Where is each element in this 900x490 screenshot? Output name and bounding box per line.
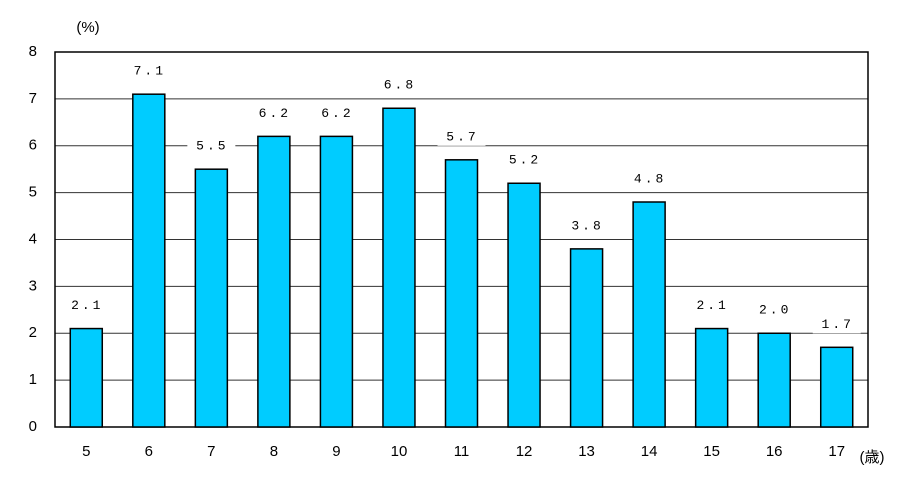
- x-tick-label: 17: [828, 443, 845, 460]
- x-tick-label: 13: [578, 443, 595, 460]
- x-tick-label: 16: [766, 443, 783, 460]
- y-tick-label: 3: [29, 277, 37, 294]
- bar: [132, 93, 166, 428]
- bar: [632, 201, 666, 428]
- bar: [382, 107, 416, 428]
- bar: [257, 135, 291, 428]
- value-label-bg: [687, 296, 736, 315]
- value-label-bg: [750, 301, 799, 320]
- y-tick-label: 0: [29, 418, 37, 435]
- value-label-bg: [249, 104, 298, 123]
- x-tick-label: 9: [332, 443, 340, 460]
- y-tick-label: 6: [29, 137, 37, 154]
- bar: [507, 182, 541, 428]
- value-label: 2.1: [696, 298, 728, 313]
- value-label-bg: [312, 104, 361, 123]
- value-label-bg: [562, 216, 611, 235]
- x-tick-label: 7: [207, 443, 215, 460]
- y-tick-label: 1: [29, 371, 37, 388]
- value-label-bg: [374, 76, 423, 95]
- value-label-bg: [437, 127, 486, 146]
- x-tick-label: 6: [145, 443, 153, 460]
- value-label: 1.7: [822, 317, 854, 332]
- value-label: 6.2: [321, 106, 353, 121]
- y-tick-label: 4: [29, 230, 37, 247]
- value-label: 7.1: [134, 64, 166, 79]
- value-label-bg: [812, 315, 861, 334]
- value-label: 3.8: [571, 218, 603, 233]
- value-label: 2.0: [759, 303, 791, 318]
- bar: [194, 168, 229, 428]
- y-tick-label: 5: [29, 184, 37, 201]
- x-unit: (歳): [860, 449, 885, 466]
- value-label-bg: [500, 151, 549, 170]
- bar: [69, 327, 104, 428]
- value-label-bg: [187, 137, 236, 156]
- value-label: 6.2: [259, 106, 291, 121]
- bar: [694, 327, 729, 428]
- value-label-bg: [124, 62, 173, 81]
- x-tick-label: 15: [703, 443, 720, 460]
- value-label-bg: [62, 296, 111, 315]
- x-tick-label: 8: [270, 443, 278, 460]
- value-label-bg: [625, 170, 674, 188]
- x-tick-label: 14: [641, 443, 658, 460]
- x-tick-label: 5: [82, 443, 90, 460]
- value-label: 2.1: [71, 298, 103, 313]
- value-label: 6.8: [384, 78, 416, 93]
- bar: [757, 332, 791, 428]
- x-tick-label: 12: [516, 443, 533, 460]
- value-label: 5.5: [196, 139, 228, 154]
- bar: [444, 159, 479, 428]
- bar: [569, 248, 604, 428]
- y-tick-label: 2: [29, 324, 37, 341]
- x-tick-label: 10: [391, 443, 408, 460]
- value-label: 5.2: [509, 153, 541, 168]
- y-tick-label: 7: [29, 90, 37, 107]
- value-label: 5.7: [446, 129, 478, 144]
- y-tick-label: 8: [29, 43, 37, 60]
- value-label: 4.8: [634, 171, 666, 186]
- bar: [819, 346, 854, 428]
- y-unit: (%): [76, 19, 99, 36]
- x-tick-label: 11: [454, 443, 470, 460]
- bar: [319, 135, 354, 428]
